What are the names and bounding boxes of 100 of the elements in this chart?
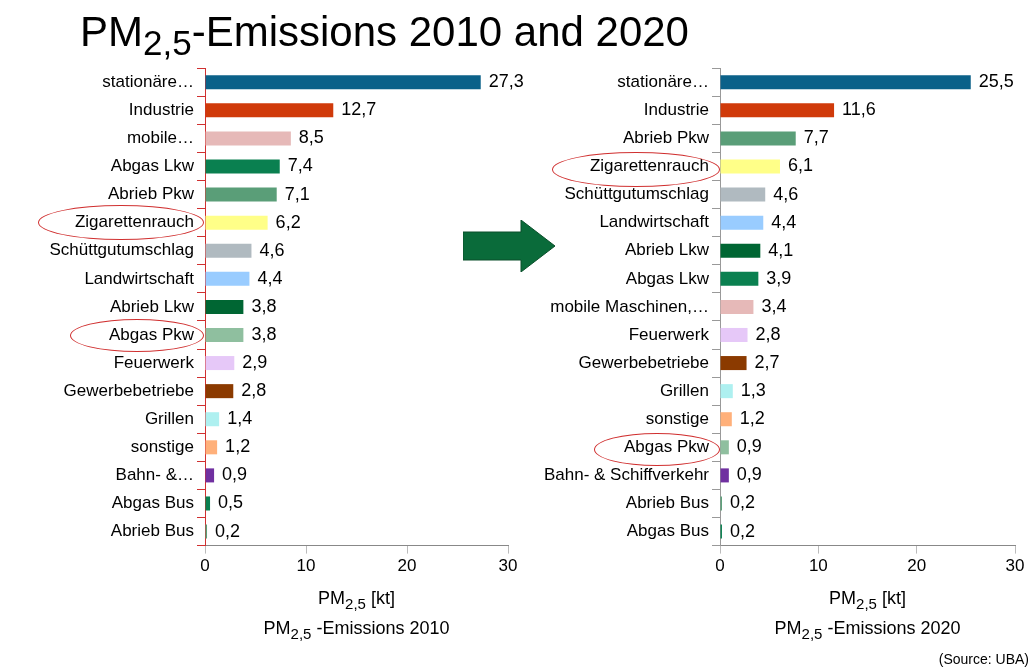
y-tick-label: Landwirtschaft [599,212,710,232]
y-tick-label: Abrieb Bus [625,493,709,513]
bar [720,299,754,314]
y-tick-label: Abgas Bus [111,493,194,513]
y-tick-label: Schüttgutumschlag [49,240,194,260]
data-label: 12,7 [341,99,377,120]
data-label: 7,1 [284,183,310,204]
x-tick-label: 30 [1005,556,1025,576]
data-label: 3,4 [761,295,787,316]
bar [720,187,766,202]
y-tick-label: Abgas Pkw [623,437,710,456]
text: PM$_{2,5}$ -Emissions 2010 [263,618,450,642]
data-label: 3,8 [251,323,277,344]
y-tick-label: Gewerbebetriebe [63,380,194,400]
data-label: 4,6 [259,239,285,260]
y-tick-label: Abrieb Bus [110,521,194,541]
bar [720,271,759,286]
data-label: 1,2 [225,436,251,457]
data-label: 0,9 [736,436,762,457]
bar [720,159,780,174]
data-label: 7,7 [803,127,829,148]
bar [205,327,244,342]
y-tick-label: mobile… [126,128,194,148]
data-label: 3,8 [251,295,277,316]
data-label: 11,6 [842,99,876,120]
bar [205,468,215,483]
y-tick-label: Zigarettenrauch [589,156,709,176]
y-tick-label: Abrieb Pkw [623,128,710,148]
text: (Source: UBA) [938,651,1029,667]
data-label: 6,1 [787,155,814,176]
bar [720,356,747,371]
data-label: 8,5 [298,127,324,148]
x-axis-title: PM$_{2,5}$ [kt] [318,588,395,612]
y-tick-label: Abgas Bus [626,521,709,541]
data-label: 0,5 [218,492,244,513]
data-label: 25,5 [978,71,1014,92]
y-tick-label: Abgas Lkw [625,268,710,288]
bar [205,356,235,371]
bar [205,75,481,90]
bar [720,412,732,427]
bar [720,384,733,399]
data-label: 4,6 [773,183,799,204]
bar [205,103,334,118]
y-tick-label: Abrieb Pkw [108,184,195,204]
bar [205,384,234,399]
x-tick-label: 0 [200,556,210,576]
bar [720,215,764,230]
data-label: 0,9 [222,464,248,485]
data-label: 0,2 [729,492,755,513]
bar [205,215,268,230]
y-tick-label: Abrieb Lkw [109,296,195,316]
data-label: 1,2 [739,408,765,429]
bar [720,468,729,483]
chart-title: PM$_{2,5}$-Emissions 2010 and 2020 [80,8,689,64]
text: PM$_{2,5}$ -Emissions 2020 [774,618,961,642]
bar [720,440,729,455]
y-tick-label: stationäre… [617,71,709,91]
y-tick-label: Schüttgutumschlag [564,184,709,204]
bar [205,412,220,427]
y-tick-label: sonstige [645,408,709,428]
data-label: 27,3 [488,71,524,92]
y-tick-label: Zigarettenrauch [74,212,194,232]
y-tick-label: mobile Maschinen,… [550,296,709,316]
bar [720,103,835,118]
data-label: 2,8 [241,380,267,401]
y-tick-label: Abrieb Lkw [624,240,710,260]
y-tick-label: Bahn- & Schiffverkehr [543,465,710,485]
bar [205,271,250,286]
bar [720,327,748,342]
data-label: 2,8 [755,323,781,344]
y-tick-label: Abgas Pkw [108,324,195,344]
bar [205,131,291,146]
bar [720,75,971,90]
y-tick-label: Grillen [659,380,709,400]
data-label: 2,9 [242,352,268,373]
x-axis-title: PM$_{2,5}$ [kt] [829,588,906,612]
y-tick-label: Feuerwerk [628,324,710,344]
data-label: 4,1 [768,239,794,260]
y-tick-label: Industrie [643,100,709,120]
bar [205,187,277,202]
y-tick-label: sonstige [130,437,194,456]
bar [205,440,218,455]
y-tick-label: stationäre… [102,71,194,91]
x-tick-label: 10 [296,556,316,576]
data-label: 1,3 [740,380,766,401]
y-tick-label: Landwirtschaft [84,268,195,288]
x-tick-label: 0 [715,556,725,576]
bar [720,243,761,258]
y-tick-label: Bahn- &… [115,465,194,485]
y-tick-label: Industrie [128,100,194,120]
x-tick-label: 20 [907,556,927,576]
data-label: 2,7 [754,352,780,373]
data-label: 3,9 [766,267,792,288]
data-label: 1,4 [227,408,253,429]
bar [720,131,796,146]
data-label: 0,9 [736,464,762,485]
x-tick-label: 10 [808,556,828,576]
data-label: 4,4 [771,211,797,232]
data-label: 6,2 [275,211,301,232]
x-tick-label: 20 [397,556,417,576]
